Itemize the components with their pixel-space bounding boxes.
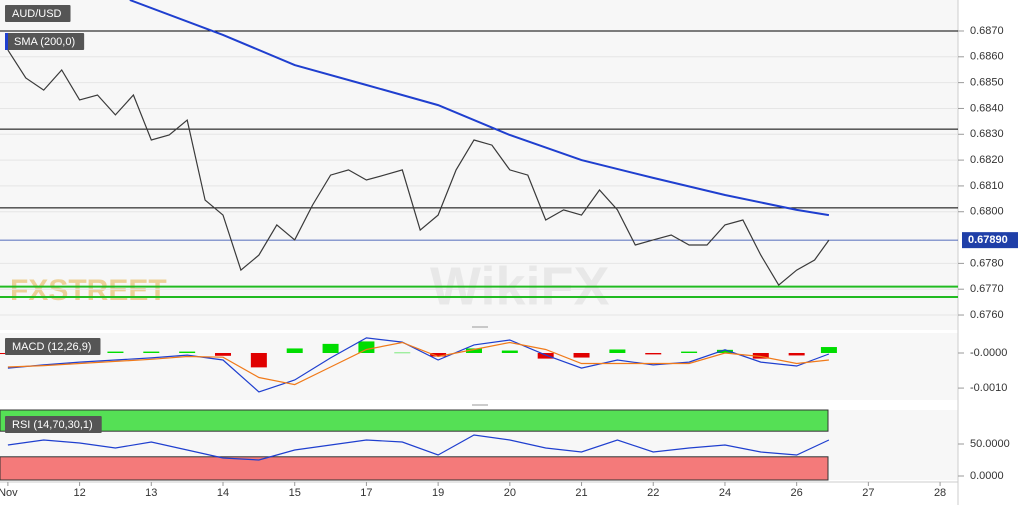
price-panel [0,0,958,330]
panel-title: AUD/USD [12,8,62,20]
x-tick-label: 15 [289,487,301,499]
histogram-bar [645,352,662,355]
histogram-bar [394,352,411,354]
histogram-bar [430,352,447,357]
y-tick-label: 50.0000 [970,438,1010,450]
y-tick-label: 0.6820 [970,154,1004,166]
histogram-bar [573,352,590,358]
title-box [5,338,101,355]
histogram-bar [215,352,232,356]
histogram-bar [286,348,303,353]
indicator-line [7,341,829,386]
y-tick-label: 0.0000 [970,470,1004,482]
y-tick-label: 0.6830 [970,128,1004,140]
histogram-bar [143,351,160,353]
histogram-bar [609,349,626,353]
last-price-label: 0.67890 [968,234,1008,246]
last-price-box [962,232,1018,249]
histogram-bar [788,352,805,356]
y-tick-label: -0.0010 [970,382,1007,394]
x-tick-label: 22 [647,487,659,499]
x-tick-label: 20 [504,487,516,499]
y-tick-label: 0.6770 [970,283,1004,295]
indicator-line [129,0,830,217]
histogram-bar [358,341,375,353]
y-tick-label: -0.0000 [970,347,1007,359]
histogram-bar [501,350,518,353]
oversold-zone [0,456,829,481]
histogram-bar [820,347,837,353]
y-tick-label: 0.6840 [970,102,1004,114]
overbought-zone [0,409,829,432]
y-tick-label: 0.6780 [970,257,1004,269]
x-tick-label: 13 [145,487,157,499]
panel-title: RSI (14,70,30,1) [12,419,93,431]
title-box [5,5,71,22]
y-tick-label: 0.6800 [970,206,1004,218]
histogram-bar [179,351,196,353]
x-tick-label: 21 [575,487,587,499]
histogram-bar [716,349,733,353]
price-line [7,49,830,287]
y-tick-label: 0.6870 [970,25,1004,37]
y-tick-label: 0.6810 [970,180,1004,192]
indicator-line [7,434,830,461]
title-box [5,416,102,433]
panel-title: MACD (12,26,9) [12,341,91,353]
histogram-bar [752,352,769,359]
legend-label: SMA (200,0) [14,36,75,48]
macd-panel [0,333,958,400]
histogram-bar [107,351,124,353]
histogram-bar [537,352,554,359]
x-tick-label: 24 [719,487,731,499]
histogram-bar [250,352,267,368]
legend-box [5,33,85,50]
x-tick-label: 27 [862,487,874,499]
watermark: FXSTREET [10,274,167,307]
legend-swatch [5,33,8,50]
x-tick-label: 19 [432,487,444,499]
x-tick-label: 14 [217,487,229,499]
y-tick-label: 0.6760 [970,309,1004,321]
histogram-bar [322,343,339,353]
x-tick-label: 12 [73,487,85,499]
indicator-line [7,337,830,393]
x-tick-label: Nov [0,487,18,499]
histogram-bar [465,348,482,353]
y-tick-label: 0.6850 [970,77,1004,89]
x-tick-label: 28 [934,487,946,499]
histogram-bar [681,351,698,353]
x-tick-label: 17 [360,487,372,499]
y-tick-label: 0.6860 [970,51,1004,63]
x-tick-label: 26 [791,487,803,499]
